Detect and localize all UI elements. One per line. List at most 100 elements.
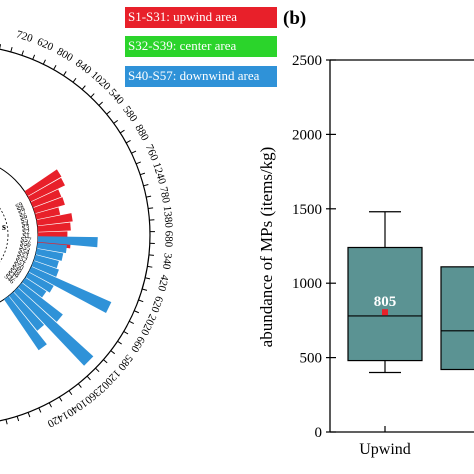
ring-tick	[77, 383, 82, 388]
ring-tick	[27, 412, 31, 418]
ring-tick	[119, 129, 125, 134]
sample-label: S9	[14, 200, 25, 211]
legend-item-center	[125, 36, 277, 57]
ring-tick	[129, 320, 134, 324]
sample-label: S1	[22, 232, 30, 240]
ring-tick	[148, 254, 154, 256]
ring-tick	[143, 184, 149, 187]
ring-tick	[63, 71, 67, 76]
ring-tick	[140, 172, 146, 176]
legend-item-upwind	[125, 7, 277, 28]
box-upwind: 805	[347, 211, 423, 374]
core-ring	[0, 207, 9, 263]
ring-tick	[142, 288, 148, 291]
x-tick-label: Upwind	[359, 441, 411, 458]
ring-value-label: 420	[155, 273, 171, 292]
ring-tick	[95, 367, 100, 373]
legend-item-downwind	[125, 66, 277, 87]
sample-label: S3	[22, 224, 31, 233]
bar-downwind	[25, 272, 54, 293]
y-tick-label: 1000	[292, 276, 322, 292]
box-plot-axes	[329, 59, 474, 433]
y-tick-label: 0	[315, 425, 323, 441]
bar-downwind	[35, 248, 64, 261]
ring-tick	[10, 46, 13, 53]
ring-tick	[145, 277, 151, 280]
bar-downwind	[8, 291, 45, 331]
bar-upwind	[37, 222, 71, 232]
bar-upwind	[36, 213, 73, 226]
box-iqr	[440, 266, 474, 371]
sample-label: S54	[18, 246, 31, 257]
ring-tick	[38, 407, 42, 413]
ring-tick	[21, 50, 24, 56]
box-iqr	[347, 246, 423, 362]
ring-tick	[5, 419, 8, 425]
bar-downwind	[37, 236, 98, 248]
ring-value-label: 340	[160, 252, 174, 270]
ring-tick	[134, 310, 140, 314]
ring-value-label: 1380	[161, 205, 175, 228]
bar-downwind	[18, 282, 63, 322]
bar-upwind	[27, 177, 65, 202]
panel-label: (b)	[283, 8, 306, 29]
box-plot-x-labels: Upwind	[359, 426, 411, 458]
ring-tick	[135, 161, 141, 165]
box-plot-y-ticks: 0 500 1000 1500 2000 2500	[292, 53, 336, 441]
y-axis-label: abundance of MPs (items/kg)	[257, 147, 276, 348]
ring-tick	[147, 265, 153, 268]
ring-tick	[148, 207, 154, 210]
bar-downwind	[13, 287, 94, 366]
outer-ring	[0, 48, 151, 422]
legend-label-center: S32-S39: center area	[128, 38, 237, 53]
sample-label: S2	[22, 228, 30, 236]
ring-tick	[53, 65, 57, 70]
ring-tick	[113, 119, 119, 124]
bar-downwind	[3, 296, 47, 351]
y-tick-label: 2000	[292, 127, 322, 143]
ring-tick	[72, 77, 77, 83]
ring-tick	[90, 93, 95, 98]
bar-upwind	[33, 197, 65, 214]
mean-label: 805	[374, 294, 397, 310]
bar-upwind	[24, 169, 62, 197]
y-tick-label: 500	[300, 351, 323, 367]
ring-tick	[125, 140, 131, 144]
center-label: s	[2, 222, 6, 233]
box-plot-boxes: 805	[347, 211, 474, 374]
ring-tick	[58, 396, 63, 402]
sample-label: S57	[20, 235, 32, 244]
ring-value-label: 780	[157, 186, 172, 205]
ring-value-label: 720	[15, 28, 35, 45]
sample-label: S6	[19, 212, 29, 222]
ring-tick	[86, 375, 91, 381]
ring-tick	[110, 350, 116, 355]
ring-tick	[106, 110, 111, 115]
sample-label: S4	[21, 220, 30, 229]
ring-tick	[117, 340, 122, 345]
ring-tick	[48, 402, 52, 408]
bar-downwind	[22, 277, 47, 298]
legend-label-upwind: S1-S31: upwind area	[128, 9, 238, 24]
bar-upwind	[30, 189, 62, 208]
sample-label: S7	[17, 208, 27, 218]
ring-tick	[16, 416, 20, 422]
ring-tick	[123, 331, 129, 335]
bar-downwind	[33, 254, 59, 269]
bar-upwind	[35, 207, 61, 220]
ring-tick	[98, 101, 103, 106]
legend-label-downwind: S40-S57: downwind area	[128, 68, 260, 83]
y-tick-label: 2500	[292, 53, 322, 69]
mean-marker	[382, 309, 388, 316]
box-second	[440, 266, 474, 371]
ring-tick	[32, 54, 36, 60]
ring-tick	[131, 150, 137, 154]
sample-label: S56	[19, 239, 31, 249]
sample-label: S5	[20, 216, 29, 226]
y-tick-label: 1500	[292, 202, 322, 218]
sample-label: S8	[16, 204, 26, 214]
ring-tick	[103, 359, 108, 364]
